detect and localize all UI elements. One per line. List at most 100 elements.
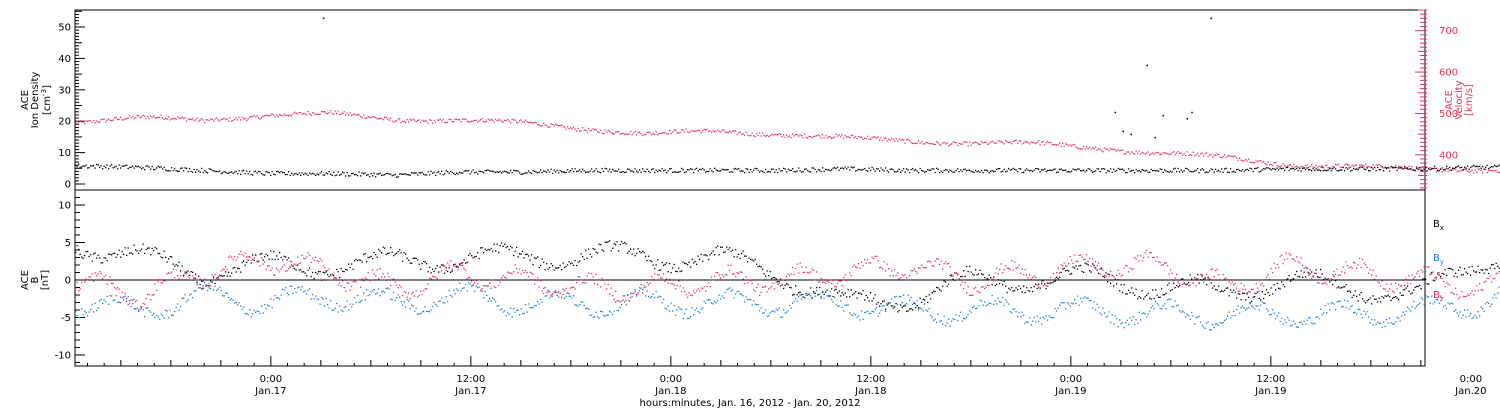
velocity-point (561, 124, 563, 126)
by-point (1047, 319, 1049, 321)
bx-point (982, 273, 984, 276)
by-point (1293, 320, 1295, 322)
density-point (1053, 168, 1055, 171)
bx-point (1419, 284, 1421, 286)
bx-point (579, 260, 581, 262)
bx-point (234, 266, 236, 269)
density-point (1431, 168, 1433, 170)
velocity-point (526, 121, 528, 123)
by-point (990, 302, 992, 305)
density-point (136, 166, 138, 168)
density-point (444, 173, 446, 175)
by-point (1317, 316, 1319, 318)
velocity-point (1203, 155, 1205, 157)
bx-point (469, 252, 471, 255)
by-point (75, 310, 77, 312)
density-point (279, 172, 281, 174)
velocity-point (784, 136, 786, 138)
velocity-point (844, 134, 846, 137)
bx-point (154, 246, 156, 249)
bx-point (1075, 265, 1077, 267)
bx-point (1414, 286, 1416, 288)
bx-point (162, 257, 164, 259)
density-point (975, 169, 977, 172)
density-point (876, 168, 878, 170)
density-point (622, 171, 624, 173)
by-point (663, 298, 665, 300)
velocity-point (1045, 142, 1047, 144)
velocity-point (1125, 153, 1127, 155)
density-point (550, 168, 552, 170)
density-point (1422, 170, 1424, 172)
velocity-point (703, 128, 705, 130)
velocity-point (457, 119, 459, 121)
velocity-point (615, 131, 617, 133)
by-point (813, 292, 815, 294)
bx-point (883, 300, 885, 302)
bx-point (588, 248, 590, 250)
density-point (457, 173, 459, 175)
by-point (1227, 315, 1229, 317)
velocity-point (1306, 164, 1308, 166)
density-point (799, 170, 801, 172)
velocity-point (451, 121, 453, 123)
bx-point (1438, 274, 1440, 276)
by-point (1407, 306, 1409, 308)
bx-point (994, 284, 996, 287)
velocity-point (1455, 168, 1457, 170)
velocity-point (600, 129, 602, 132)
density-point (1141, 169, 1143, 171)
bx-point (1173, 282, 1175, 285)
by-point (660, 296, 662, 298)
by-point (223, 295, 225, 297)
by-point (1021, 311, 1023, 313)
by-point (678, 306, 680, 308)
velocity-point (711, 131, 713, 134)
density-point (783, 167, 785, 169)
velocity-point (1380, 165, 1382, 167)
density-point (1113, 168, 1115, 170)
by-point (961, 320, 963, 322)
by-point (423, 310, 425, 313)
bx-point (247, 259, 249, 261)
bx-point (631, 253, 633, 255)
bx-point (1039, 287, 1041, 290)
by-point (409, 307, 411, 310)
by-point (228, 296, 230, 299)
bx-point (514, 250, 516, 252)
velocity-point (1032, 141, 1034, 144)
density-point (1182, 171, 1184, 173)
by-point (840, 300, 842, 302)
x-tick-time: 12:00 (1256, 374, 1285, 385)
density-point (961, 170, 963, 173)
velocity-point (582, 127, 584, 129)
bx-point (816, 287, 818, 289)
velocity-point (169, 119, 171, 121)
velocity-point (799, 134, 801, 136)
by-point (523, 312, 525, 314)
bx-point (762, 268, 764, 270)
density-point (363, 173, 365, 175)
velocity-point (829, 136, 831, 138)
velocity-point (1110, 148, 1112, 150)
density-point (1429, 169, 1431, 171)
by-point (1231, 315, 1233, 317)
bx-point (337, 271, 339, 273)
by-point (1206, 322, 1208, 324)
bx-point (1032, 290, 1034, 293)
by-point (1285, 321, 1287, 324)
bx-point (1461, 274, 1463, 276)
bx-point (192, 271, 194, 273)
by-point (1323, 312, 1325, 314)
by-point (285, 287, 287, 289)
velocity-point (999, 140, 1001, 142)
by-point (951, 320, 953, 322)
velocity-point (1422, 166, 1424, 168)
bx-point (990, 277, 992, 279)
velocity-point (694, 130, 696, 132)
bz-point (111, 282, 113, 285)
bx-point (957, 274, 959, 276)
bx-point (904, 305, 906, 307)
velocity-point (376, 118, 378, 120)
velocity-point (816, 135, 818, 137)
